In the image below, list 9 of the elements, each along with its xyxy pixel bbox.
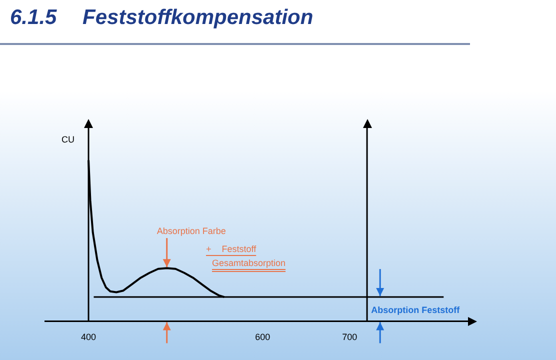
annotation: Absorption Farbe [156, 226, 226, 236]
x-tick-label: 400 [81, 332, 96, 342]
x-tick-label: 600 [255, 332, 270, 342]
chart-title: 6.1.5 Feststoffkompensation [10, 6, 314, 30]
y-axis-title: CU [62, 134, 75, 144]
annotation: Absorption Feststoff [371, 305, 461, 316]
x-tick-label: 700 [342, 332, 358, 342]
annotation: Gesamtabsorption [212, 258, 286, 268]
annotation: + Feststoff [206, 244, 256, 254]
